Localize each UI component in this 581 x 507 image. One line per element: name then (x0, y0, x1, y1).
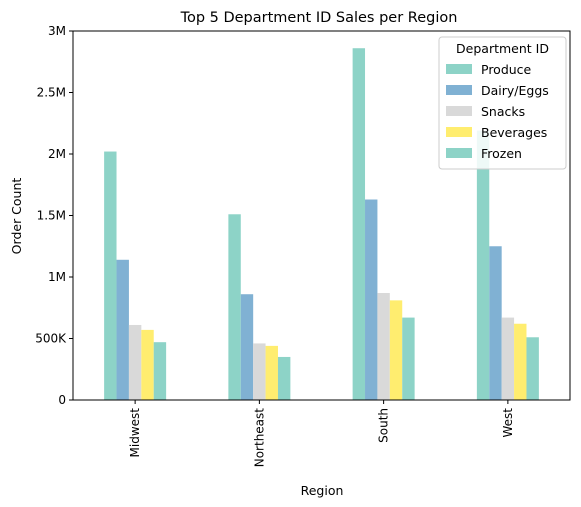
y-tick-label: 2.5M (37, 86, 66, 100)
bar (153, 342, 167, 400)
y-tick-label: 1.5M (37, 209, 66, 223)
bar (265, 345, 278, 400)
bar (116, 259, 129, 400)
legend: Department ID Produce Dairy/Eggs Snacks Beve… (438, 36, 567, 170)
bar (365, 199, 378, 400)
bar (389, 300, 403, 400)
plot-frame (72, 30, 571, 401)
y-tick-label: 1M (48, 270, 66, 284)
y-tick-label: 2M (48, 147, 66, 161)
bar (352, 48, 366, 400)
x-tick-label: West (501, 408, 515, 438)
bar (228, 214, 241, 400)
bar (402, 317, 415, 400)
bar (141, 329, 154, 400)
y-tick-label: 0 (58, 393, 66, 407)
bar (377, 292, 390, 400)
bar (128, 324, 142, 400)
y-tick-label: 3M (48, 24, 66, 38)
bar (501, 317, 515, 400)
bar (240, 294, 254, 400)
x-axis-label: Region (301, 483, 344, 498)
bar (514, 323, 527, 400)
bars-group (104, 48, 539, 400)
bar (277, 356, 291, 400)
legend-swatch (446, 127, 472, 137)
legend-entry: Frozen (481, 146, 522, 161)
legend-entry: Produce (481, 62, 532, 77)
legend-swatch (446, 106, 472, 116)
legend-swatch (446, 85, 472, 95)
legend-entry: Beverages (481, 125, 547, 140)
x-tick-label: South (377, 408, 391, 443)
bar (104, 151, 117, 400)
bar (489, 246, 502, 400)
x-tick-label: Midwest (128, 408, 142, 458)
x-tick-label: Northeast (252, 408, 266, 468)
legend-entry: Dairy/Eggs (481, 83, 549, 98)
y-tick-label: 500K (35, 332, 67, 346)
legend-title: Department ID (456, 41, 549, 56)
bar (526, 337, 539, 400)
bar (476, 130, 490, 400)
legend-swatch (446, 148, 472, 158)
legend-swatch (446, 64, 472, 74)
x-axis: Midwest Northeast South West (128, 400, 515, 467)
y-axis-label: Order Count (9, 178, 24, 255)
bar (253, 343, 266, 400)
legend-entry: Snacks (481, 104, 525, 119)
chart-title: Top 5 Department ID Sales per Region (180, 10, 458, 26)
y-axis: 0 500K 1M 1.5M 2M 2.5M 3M (35, 24, 73, 407)
